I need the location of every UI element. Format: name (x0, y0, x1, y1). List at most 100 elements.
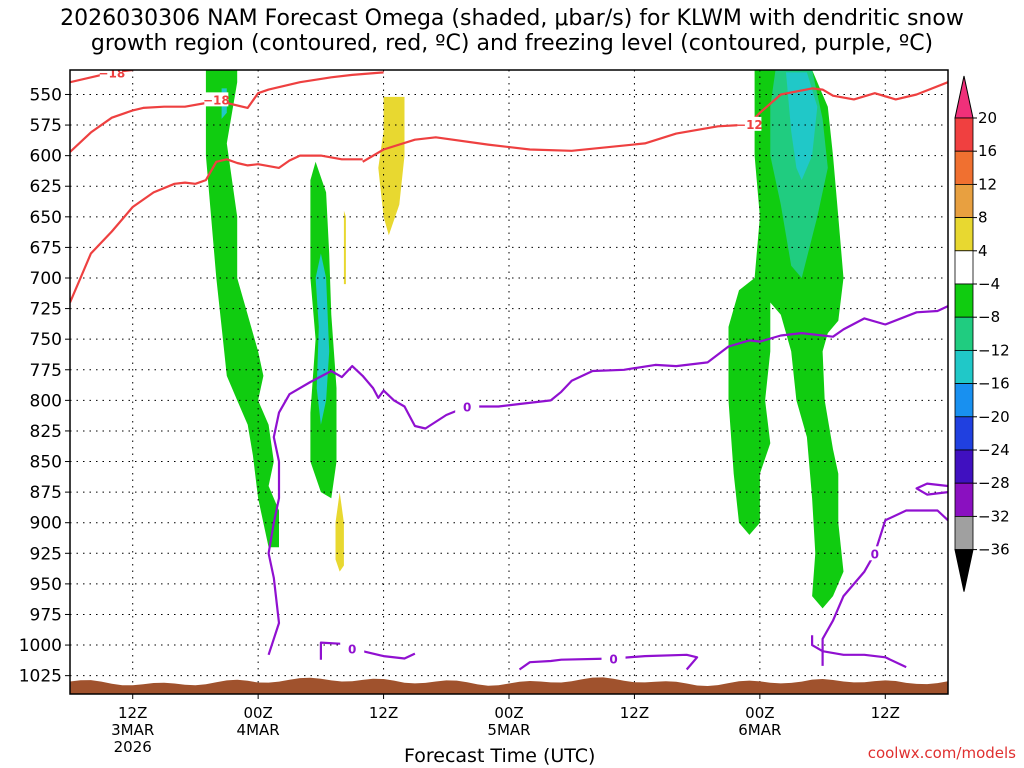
dendritic-contour-label-bg-1 (204, 92, 229, 107)
x-tick-label-3: 00Z (494, 704, 523, 722)
chart-title-line-1: 2026030306 NAM Forecast Omega (shaded, μ… (60, 6, 964, 31)
y-tick-label-900: 900 (30, 514, 62, 534)
colorbar-segment-2 (954, 150, 974, 185)
dendritic-contour-3 (70, 154, 363, 303)
colorbar-segment-13 (954, 516, 974, 551)
colorbar-segment-3 (954, 183, 974, 218)
y-tick-label-775: 775 (30, 361, 62, 381)
colorbar-label-8: −16 (978, 375, 1010, 393)
colorbar-segment-5 (954, 250, 974, 285)
colorbar-label-13: −36 (978, 541, 1010, 559)
dendritic-contour-label-2: −12 (736, 118, 763, 132)
chart-title-line-2: growth region (contoured, red, ºC) and f… (90, 31, 934, 56)
gridlines (70, 70, 948, 694)
colorbar-label-0: 20 (978, 109, 997, 127)
colorbar-segment-9 (954, 383, 974, 418)
freezing-contour-label-0: 0 (463, 400, 471, 414)
dendritic-contour-label-bg-2 (737, 116, 762, 131)
terrain-layer (70, 677, 948, 694)
freezing-contour-3 (821, 509, 948, 666)
colorbar-bottom-arrow (954, 549, 974, 592)
y-tick-label-650: 650 (30, 208, 62, 228)
credit-text: coolwx.com/models (867, 744, 1016, 762)
omega-region-5 (343, 210, 346, 285)
freezing-contour-label-3: 0 (871, 547, 879, 561)
x-tick-sublabel-1: 4MAR (237, 721, 280, 739)
freezing-contour-4 (810, 635, 907, 669)
x-tick-label-0: 12Z (118, 704, 147, 722)
omega-shading-layer (205, 70, 844, 609)
dendritic-contour-label-0: −18 (98, 66, 125, 80)
y-tick-label-600: 600 (30, 147, 62, 167)
colorbar: 20 16 12 8 4 −4 −8 −12 −16 −20 −24 −28 −32 −36 (954, 75, 1010, 592)
freezing-contour-5 (915, 482, 948, 496)
y-tick-label-1000: 1000 (19, 636, 62, 656)
dendritic-contour-label-bg-0 (99, 70, 124, 80)
colorbar-segment-12 (954, 482, 974, 517)
y-tick-label-950: 950 (30, 575, 62, 595)
x-tick-label-1: 00Z (243, 704, 272, 722)
y-tick-label-925: 925 (30, 544, 62, 564)
y-tick-label-575: 575 (30, 116, 62, 136)
freezing-contour-label-bg-3 (862, 546, 887, 561)
x-tick-sublabel-3: 5MAR (487, 721, 530, 739)
freezing-contour-label-2: 0 (609, 653, 617, 667)
x-tick-year-0: 2026 (114, 738, 152, 756)
x-tick-label-2: 12Z (369, 704, 398, 722)
colorbar-segment-11 (954, 449, 974, 484)
x-tick-sublabel-5: 6MAR (738, 721, 781, 739)
x-tick-label-6: 12Z (871, 704, 900, 722)
y-tick-label-675: 675 (30, 238, 62, 258)
y-tick-label-625: 625 (30, 177, 62, 197)
y-tick-label-1025: 1025 (19, 667, 62, 687)
freezing-contour-1 (319, 641, 416, 660)
y-tick-label-750: 750 (30, 330, 62, 350)
colorbar-label-7: −12 (978, 341, 1010, 359)
y-tick-label-725: 725 (30, 300, 62, 320)
y-tick-label-700: 700 (30, 269, 62, 289)
colorbar-label-3: 8 (978, 209, 988, 227)
colorbar-label-6: −8 (978, 308, 1000, 326)
colorbar-label-2: 12 (978, 175, 997, 193)
contour-layer: −18 −18 −12 0 0 0 0 (70, 66, 948, 671)
chart-title: 2026030306 NAM Forecast Omega (shaded, μ… (0, 6, 1024, 56)
terrain-fill (70, 677, 948, 694)
x-tick-label-5: 00Z (745, 704, 774, 722)
x-tick-sublabel-0: 3MAR (111, 721, 154, 739)
axes: 550 575 600 625 650 675 700 725 750 775 800 825 850 8… (19, 69, 949, 756)
omega-region-0 (205, 70, 279, 548)
freezing-contour-0 (267, 305, 948, 656)
colorbar-label-9: −20 (978, 408, 1010, 426)
x-tick-label-4: 12Z (620, 704, 649, 722)
colorbar-label-12: −32 (978, 507, 1010, 525)
colorbar-segment-10 (954, 416, 974, 451)
dendritic-contour-label-1: −18 (203, 93, 230, 107)
omega-region-3 (315, 253, 330, 425)
colorbar-segment-1 (954, 117, 974, 152)
colorbar-segment-6 (954, 283, 974, 318)
x-axis-label: Forecast Time (UTC) (404, 745, 596, 767)
y-tick-label-550: 550 (30, 85, 62, 105)
freezing-contour-label-bg-0 (455, 399, 480, 414)
omega-region-4 (378, 96, 405, 236)
y-tick-label-875: 875 (30, 483, 62, 503)
freezing-contour-label-bg-2 (601, 651, 626, 666)
freezing-contour-label-bg-1 (340, 641, 365, 656)
colorbar-segment-7 (954, 316, 974, 351)
colorbar-segment-4 (954, 217, 974, 252)
y-tick-label-975: 975 (30, 605, 62, 625)
colorbar-label-4: 4 (978, 242, 988, 260)
y-tick-label-825: 825 (30, 422, 62, 442)
colorbar-top-arrow (954, 75, 974, 119)
omega-region-6 (335, 492, 344, 572)
y-tick-label-800: 800 (30, 391, 62, 411)
colorbar-label-1: 16 (978, 142, 997, 160)
colorbar-label-10: −24 (978, 441, 1010, 459)
omega-region-9 (786, 72, 818, 181)
colorbar-label-5: −4 (978, 275, 1000, 293)
freezing-contour-label-1: 0 (348, 643, 356, 657)
colorbar-label-11: −28 (978, 474, 1010, 492)
y-tick-label-850: 850 (30, 453, 62, 473)
colorbar-segment-8 (954, 349, 974, 384)
